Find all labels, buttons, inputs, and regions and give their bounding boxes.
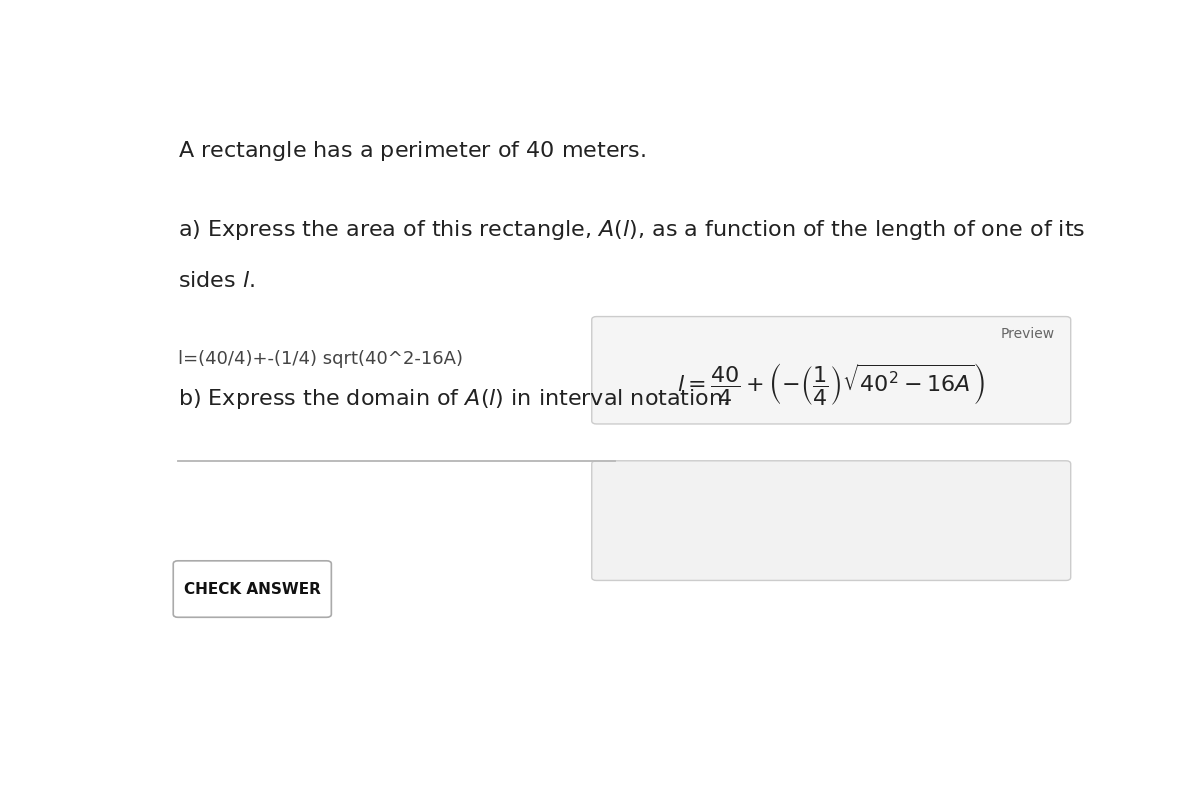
Text: CHECK ANSWER: CHECK ANSWER — [184, 582, 320, 596]
FancyBboxPatch shape — [592, 316, 1070, 424]
FancyBboxPatch shape — [173, 561, 331, 617]
FancyBboxPatch shape — [592, 461, 1070, 580]
Text: sides $l$.: sides $l$. — [178, 270, 254, 291]
Text: A rectangle has a perimeter of $40$ meters.: A rectangle has a perimeter of $40$ mete… — [178, 139, 646, 163]
Text: Preview: Preview — [1001, 327, 1055, 341]
Text: $l = \dfrac{40}{4} + \left(-\left(\dfrac{1}{4}\right)\sqrt{40^2 - 16A}\right)$: $l = \dfrac{40}{4} + \left(-\left(\dfrac… — [677, 362, 985, 407]
Text: b) Express the domain of $A(l)$ in interval notation.: b) Express the domain of $A(l)$ in inter… — [178, 387, 730, 411]
Text: l=(40/4)+-(1/4) sqrt(40^2-16A): l=(40/4)+-(1/4) sqrt(40^2-16A) — [178, 351, 463, 368]
Text: a) Express the area of this rectangle, $A(l)$, as a function of the length of on: a) Express the area of this rectangle, $… — [178, 218, 1085, 242]
